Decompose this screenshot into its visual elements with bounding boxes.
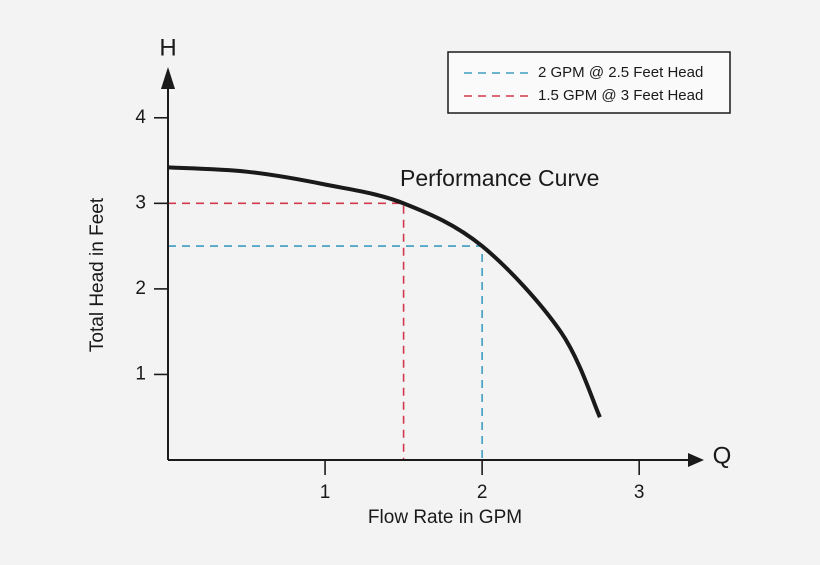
x-tick-label: 3 xyxy=(634,482,645,503)
y-tick-label: 2 xyxy=(135,278,146,299)
x-axis-symbol: Q xyxy=(713,442,732,469)
y-tick-label: 3 xyxy=(135,192,146,213)
legend-label: 1.5 GPM @ 3 Feet Head xyxy=(538,87,703,104)
legend-label: 2 GPM @ 2.5 Feet Head xyxy=(538,64,703,81)
reference-line xyxy=(168,245,483,460)
x-axis-arrow xyxy=(688,453,704,467)
y-tick-label: 4 xyxy=(135,107,146,128)
y-tick-label: 1 xyxy=(135,363,146,384)
legend-box xyxy=(447,51,731,114)
curve-label: Performance Curve xyxy=(400,165,599,191)
performance-curve xyxy=(167,165,602,419)
y-axis-label: Total Head in Feet xyxy=(87,197,108,352)
x-tick-label: 1 xyxy=(320,482,331,503)
y-axis-symbol: H xyxy=(159,34,176,61)
x-axis-label: Flow Rate in GPM xyxy=(368,507,522,528)
y-axis-arrow xyxy=(161,67,175,89)
reference-line xyxy=(168,202,405,460)
x-tick-label: 2 xyxy=(477,482,488,503)
